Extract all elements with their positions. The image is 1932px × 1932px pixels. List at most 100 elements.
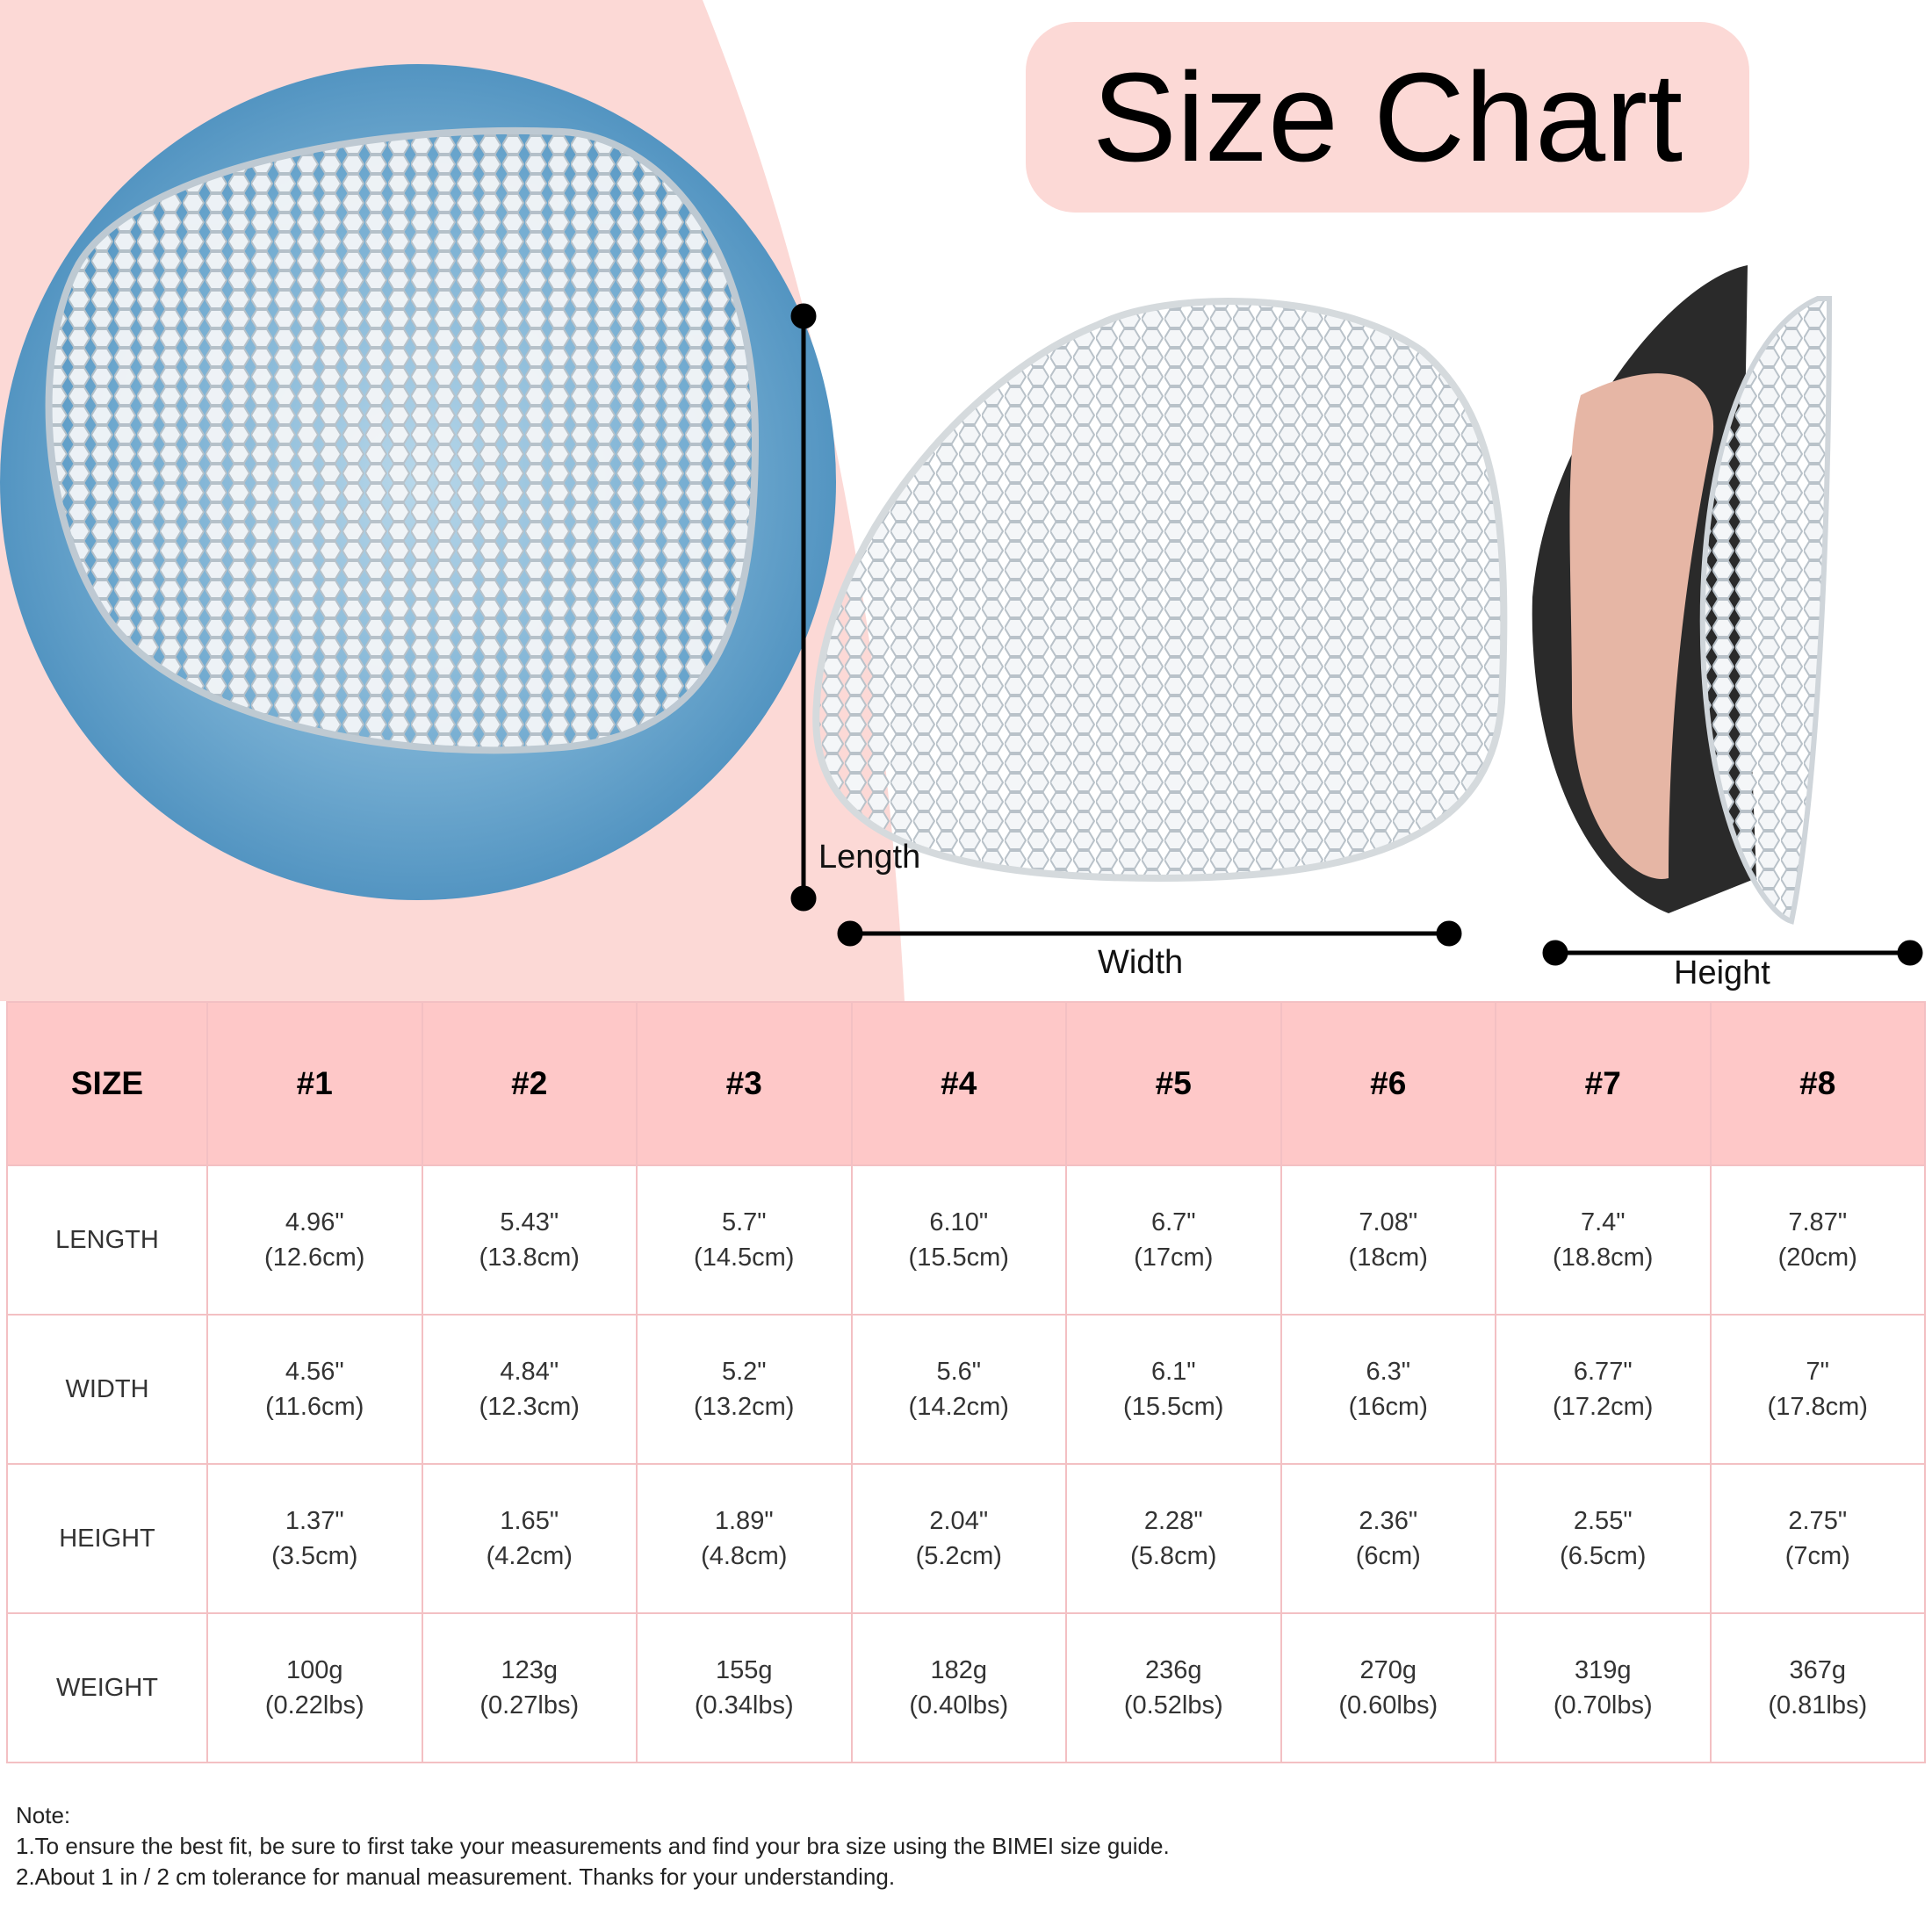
cell-line: (13.2cm)	[694, 1393, 795, 1421]
cell-line: (0.27lbs)	[479, 1691, 580, 1719]
cell-line: (0.52lbs)	[1123, 1691, 1223, 1719]
cell-line: (17.2cm)	[1553, 1393, 1654, 1421]
cell-line: 100g	[285, 1656, 343, 1684]
table-cell: 319g (0.70lbs)	[1495, 1612, 1712, 1763]
cell-line: (5.2cm)	[915, 1542, 1002, 1570]
cell-line: 236g	[1144, 1656, 1202, 1684]
row-label: HEIGHT	[6, 1463, 208, 1614]
table-cell: 2.55" (6.5cm)	[1495, 1463, 1712, 1614]
cell-line: 270g	[1359, 1656, 1417, 1684]
table-cell: 2.04" (5.2cm)	[850, 1463, 1067, 1614]
cell-line: 7.4"	[1580, 1208, 1626, 1236]
cell-line: (13.8cm)	[479, 1244, 580, 1272]
cell-line: 6.7"	[1150, 1208, 1196, 1236]
header-cell: #6	[1280, 1001, 1496, 1166]
row-label: WEIGHT	[6, 1612, 208, 1763]
cell-line: (0.60lbs)	[1338, 1691, 1438, 1719]
size-table: SIZE #1 #2 #3 #4 #5 #6 #7 #8 LENGTH 4.96" (12.6cm) 5…	[6, 1001, 1926, 1763]
cell-line: (12.3cm)	[479, 1393, 580, 1421]
table-cell: 7" (17.8cm)	[1709, 1314, 1926, 1465]
notes: Note: 1.To ensure the best fit, be sure t…	[16, 1800, 1170, 1892]
cell-line: (18.8cm)	[1553, 1244, 1654, 1272]
row-label: WIDTH	[6, 1314, 208, 1465]
table-cell: 5.2" (13.2cm)	[636, 1314, 853, 1465]
cell-line: (18cm)	[1348, 1244, 1428, 1272]
cell-line: 5.43"	[500, 1208, 559, 1236]
table-cell: 1.37" (3.5cm)	[206, 1463, 423, 1614]
table-cell: 2.75" (7cm)	[1709, 1463, 1926, 1614]
hand	[1569, 373, 1714, 879]
cell-line: 1.89"	[714, 1507, 774, 1535]
cell-line: 6.77"	[1573, 1358, 1633, 1386]
cell-line: 7.87"	[1788, 1208, 1848, 1236]
header-cell: #8	[1709, 1001, 1926, 1166]
cell-line: 7"	[1806, 1358, 1829, 1386]
header-cell: #2	[421, 1001, 638, 1166]
header-cell: #3	[636, 1001, 853, 1166]
table-cell: 5.6" (14.2cm)	[850, 1314, 1067, 1465]
cell-line: (20cm)	[1777, 1244, 1857, 1272]
table-cell: 236g (0.52lbs)	[1065, 1612, 1282, 1763]
cell-line: 6.10"	[929, 1208, 989, 1236]
table-cell: 4.56" (11.6cm)	[206, 1314, 423, 1465]
cell-line: 155g	[715, 1656, 773, 1684]
cell-line: 4.96"	[285, 1208, 344, 1236]
table-cell: 155g (0.34lbs)	[636, 1612, 853, 1763]
table-cell: 182g (0.40lbs)	[850, 1612, 1067, 1763]
length-label: Length	[818, 839, 921, 876]
cell-line: 2.75"	[1788, 1507, 1848, 1535]
cell-line: (0.34lbs)	[694, 1691, 794, 1719]
header-cell: #7	[1495, 1001, 1712, 1166]
note-line: Note:	[16, 1802, 71, 1828]
table-cell: 6.7" (17cm)	[1065, 1164, 1282, 1316]
table-row: WIDTH 4.56" (11.6cm) 4.84" (12.3cm) 5.2" (13.2…	[6, 1314, 1926, 1465]
cell-line: 6.3"	[1366, 1358, 1411, 1386]
table-cell: 2.28" (5.8cm)	[1065, 1463, 1282, 1614]
table-cell: 5.7" (14.5cm)	[636, 1164, 853, 1316]
cell-line: 6.1"	[1150, 1358, 1196, 1386]
cell-line: 4.56"	[285, 1358, 344, 1386]
cell-line: (4.8cm)	[701, 1542, 788, 1570]
header-cell: #4	[850, 1001, 1067, 1166]
title: Size Chart	[1026, 22, 1749, 213]
cell-line: (17.8cm)	[1767, 1393, 1868, 1421]
header-cell: #5	[1065, 1001, 1282, 1166]
cell-line: 123g	[501, 1656, 558, 1684]
cell-line: 2.04"	[929, 1507, 989, 1535]
cell-line: (6.5cm)	[1560, 1542, 1647, 1570]
table-cell: 6.1" (15.5cm)	[1065, 1314, 1282, 1465]
cell-line: 2.55"	[1573, 1507, 1633, 1535]
table-cell: 7.4" (18.8cm)	[1495, 1164, 1712, 1316]
table-cell: 6.10" (15.5cm)	[850, 1164, 1067, 1316]
table-cell: 4.84" (12.3cm)	[421, 1314, 638, 1465]
gel-pad	[45, 126, 760, 754]
cell-line: (14.5cm)	[694, 1244, 795, 1272]
table-cell: 1.65" (4.2cm)	[421, 1463, 638, 1614]
cell-line: (15.5cm)	[908, 1244, 1009, 1272]
header-row: SIZE #1 #2 #3 #4 #5 #6 #7 #8	[6, 1001, 1926, 1166]
table-cell: 367g (0.81lbs)	[1709, 1612, 1926, 1763]
dimension-lines	[790, 303, 1923, 966]
table-cell: 1.89" (4.8cm)	[636, 1463, 853, 1614]
cell-line: 7.08"	[1359, 1208, 1418, 1236]
table-cell: 100g (0.22lbs)	[206, 1612, 423, 1763]
cell-line: (0.81lbs)	[1768, 1691, 1868, 1719]
cell-line: 2.28"	[1143, 1507, 1203, 1535]
table-cell: 4.96" (12.6cm)	[206, 1164, 423, 1316]
note-line: 1.To ensure the best fit, be sure to fir…	[16, 1833, 1170, 1859]
cell-line: (17cm)	[1134, 1244, 1214, 1272]
cell-line: (12.6cm)	[264, 1244, 365, 1272]
cell-line: 182g	[930, 1656, 987, 1684]
table-cell: 7.87" (20cm)	[1709, 1164, 1926, 1316]
table-cell: 6.3" (16cm)	[1280, 1314, 1496, 1465]
table-cell: 2.36" (6cm)	[1280, 1463, 1496, 1614]
cell-line: 1.37"	[285, 1507, 344, 1535]
table-row: HEIGHT 1.37" (3.5cm) 1.65" (4.2cm) 1.89" (4.8c…	[6, 1463, 1926, 1614]
height-label: Height	[1674, 955, 1770, 991]
cell-line: (0.70lbs)	[1553, 1691, 1653, 1719]
header-cell: #1	[206, 1001, 423, 1166]
cell-line: (0.22lbs)	[264, 1691, 364, 1719]
cell-line: (3.5cm)	[271, 1542, 358, 1570]
cell-line: 367g	[1789, 1656, 1846, 1684]
